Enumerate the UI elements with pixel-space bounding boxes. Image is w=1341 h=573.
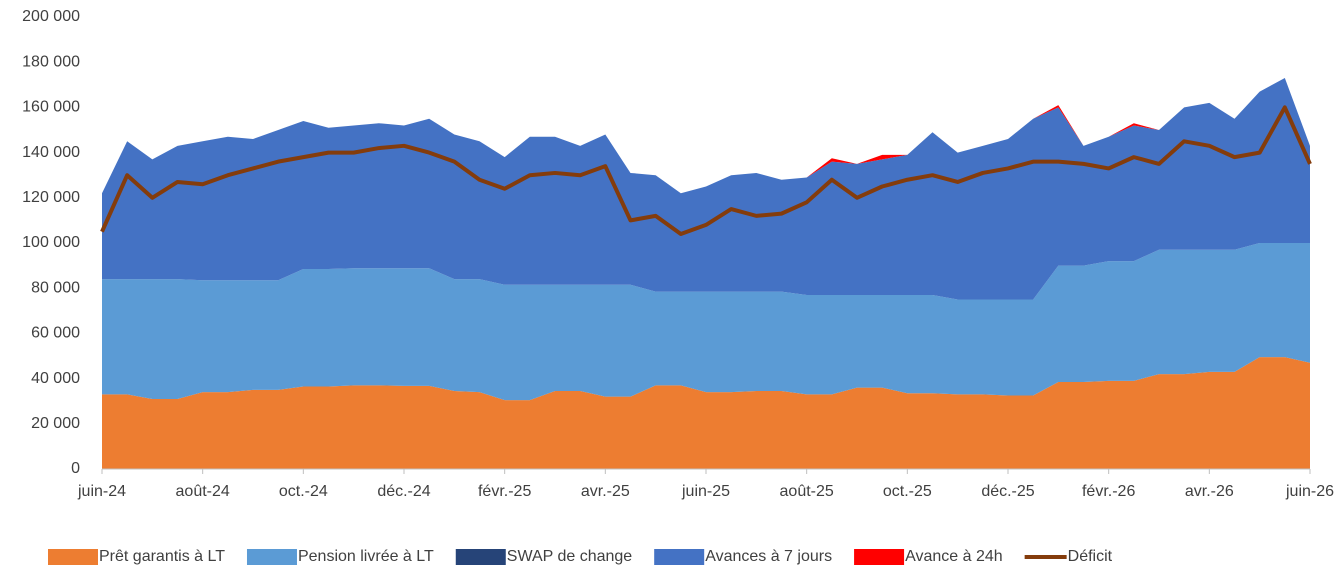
x-tick-label: juin-25 bbox=[681, 483, 730, 500]
y-tick-label: 100 000 bbox=[22, 234, 80, 251]
y-tick-label: 60 000 bbox=[31, 325, 80, 342]
legend-swatch bbox=[246, 549, 297, 565]
legend-label: Déficit bbox=[1068, 548, 1113, 565]
y-tick-label: 200 000 bbox=[22, 8, 80, 25]
legend-swatch bbox=[854, 549, 905, 565]
y-tick-label: 180 000 bbox=[22, 53, 80, 70]
x-tick-label: févr.-25 bbox=[478, 483, 531, 500]
legend-label: Avance à 24h bbox=[905, 548, 1003, 565]
legend-swatch bbox=[48, 549, 98, 565]
x-tick-label: juin-26 bbox=[1285, 483, 1334, 500]
x-tick-label: oct.-24 bbox=[279, 483, 328, 500]
legend-label: Prêt garantis à LT bbox=[99, 548, 225, 565]
legend-swatch bbox=[654, 549, 705, 565]
x-tick-label: févr.-26 bbox=[1082, 483, 1135, 500]
legend-label: Avances à 7 jours bbox=[705, 548, 832, 565]
y-tick-label: 120 000 bbox=[22, 189, 80, 206]
y-tick-label: 140 000 bbox=[22, 144, 80, 161]
x-tick-label: août-25 bbox=[780, 483, 834, 500]
y-tick-label: 20 000 bbox=[31, 415, 80, 432]
y-tick-label: 40 000 bbox=[31, 370, 80, 387]
area bbox=[102, 357, 1310, 469]
legend-label: SWAP de change bbox=[507, 548, 633, 565]
x-tick-label: déc.-24 bbox=[377, 483, 430, 500]
area bbox=[102, 243, 1310, 401]
x-tick-label: juin-24 bbox=[77, 483, 126, 500]
legend-swatch bbox=[455, 549, 506, 565]
x-tick-label: oct.-25 bbox=[883, 483, 932, 500]
x-tick-label: août-24 bbox=[176, 483, 230, 500]
x-tick-label: déc.-25 bbox=[981, 483, 1034, 500]
legend-label: Pension livrée à LT bbox=[298, 548, 434, 565]
area bbox=[102, 78, 1310, 300]
y-tick-label: 0 bbox=[71, 460, 80, 477]
x-tick-label: avr.-25 bbox=[581, 483, 630, 500]
line bbox=[100, 105, 1312, 236]
y-tick-label: 160 000 bbox=[22, 99, 80, 116]
x-tick-label: avr.-26 bbox=[1185, 483, 1234, 500]
y-tick-label: 80 000 bbox=[31, 279, 80, 296]
